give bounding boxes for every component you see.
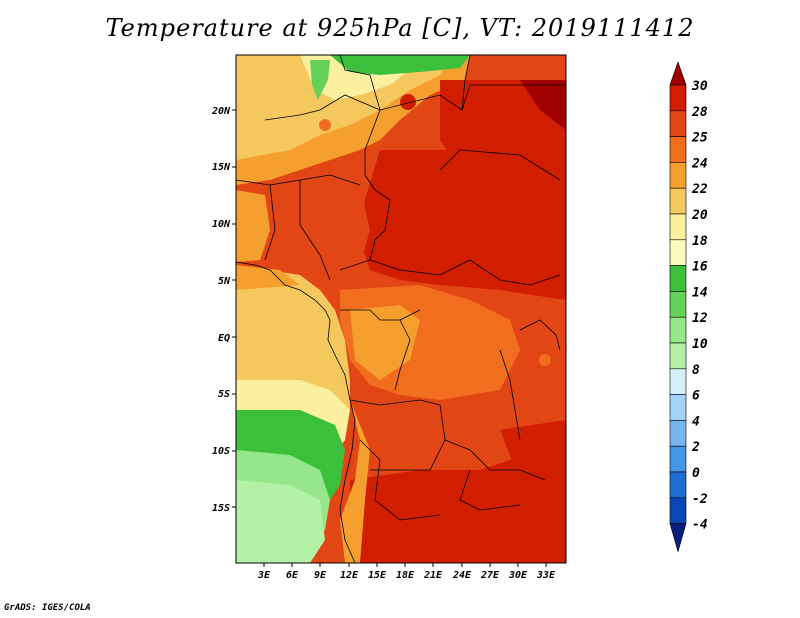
colorbar-segment	[669, 239, 687, 266]
colorbar-label: 30	[691, 79, 708, 94]
colorbar-label: 24	[691, 156, 708, 171]
colorbar-label: 0	[692, 466, 700, 481]
colorbar-segment	[669, 84, 687, 112]
map-title: Temperature at 925hPa [C], VT: 201911141…	[105, 14, 695, 42]
lat-label-10n: 10N	[212, 219, 231, 230]
lon-label-6e: 6E	[286, 570, 299, 581]
lon-label-27e: 27E	[480, 570, 500, 581]
colorbar-label: 18	[692, 234, 708, 249]
lat-label-5n: 5N	[218, 276, 231, 287]
lat-label-20n: 20N	[211, 106, 231, 117]
grads-credit: GrADS: IGES/COLA	[4, 603, 91, 613]
lon-label-24e: 24E	[452, 570, 472, 581]
colorbar-segment	[669, 291, 687, 318]
colorbar-label: 14	[692, 285, 708, 300]
colorbar-label: 16	[692, 260, 708, 275]
longitude-labels: 3E 6E 9E 12E 15E 18E 21E 24E 27E 30E 33E	[257, 570, 556, 581]
lon-label-33e: 33E	[536, 570, 556, 581]
country-borders	[236, 55, 566, 563]
colorbar-label: 6	[692, 389, 700, 404]
colorbar-label: 4	[692, 414, 700, 429]
colorbar-segment	[669, 61, 687, 86]
lon-label-18e: 18E	[396, 570, 415, 581]
colorbar-segment	[669, 316, 687, 344]
colorbar-segment	[669, 471, 687, 499]
lon-label-30e: 30E	[508, 570, 528, 581]
latitude-labels: 20N 15N 10N 5N EQ 5S 10S 15S	[211, 106, 231, 514]
lon-label-9e: 9E	[314, 570, 327, 581]
colorbar-label: 8	[692, 363, 700, 378]
colorbar-segment	[669, 523, 687, 553]
colorbar	[669, 61, 687, 553]
colorbar-segment	[669, 162, 687, 189]
colorbar-label: -4	[692, 518, 708, 533]
colorbar-segment	[669, 136, 687, 163]
latitude-ticks	[232, 109, 236, 508]
colorbar-label: 25	[691, 131, 708, 146]
colorbar-segment	[669, 445, 687, 473]
lat-label-15s: 15S	[212, 503, 230, 514]
colorbar-label: -2	[692, 492, 708, 507]
colorbar-segment	[669, 420, 687, 447]
colorbar-label: 20	[691, 208, 708, 223]
colorbar-segment	[669, 368, 687, 395]
lon-label-3e: 3E	[257, 570, 271, 581]
lon-label-15e: 15E	[368, 570, 387, 581]
lat-label-15n: 15N	[212, 162, 231, 173]
colorbar-segment	[669, 342, 687, 370]
lon-label-21e: 21E	[423, 570, 443, 581]
temperature-field	[236, 55, 566, 563]
colorbar-label: 28	[691, 105, 708, 120]
colorbar-segment	[669, 187, 687, 215]
colorbar-label: 2	[691, 440, 700, 455]
lon-label-12e: 12E	[340, 570, 359, 581]
map-frame	[235, 54, 567, 564]
colorbar-segment	[669, 265, 687, 292]
colorbar-segment	[669, 110, 687, 137]
colorbar-segment	[669, 394, 687, 421]
longitude-ticks	[263, 563, 547, 567]
colorbar-segment	[669, 213, 687, 241]
lat-label-5s: 5S	[218, 389, 230, 400]
lat-label-10s: 10S	[212, 446, 230, 457]
colorbar-label: 12	[692, 311, 708, 326]
colorbar-segment	[669, 497, 687, 524]
colorbar-label: 22	[691, 182, 708, 197]
lat-label-eq: EQ	[218, 333, 230, 344]
colorbar-label: 10	[692, 337, 708, 352]
